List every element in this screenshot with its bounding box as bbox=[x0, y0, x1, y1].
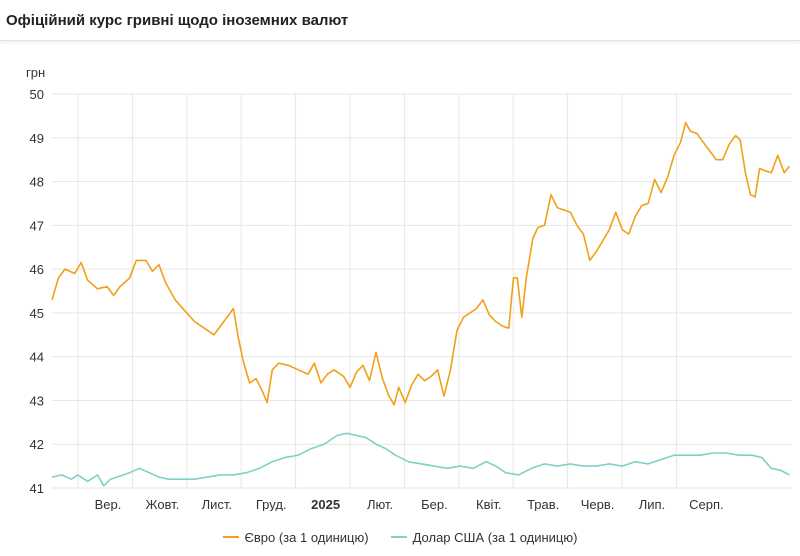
legend-label-euro: Євро (за 1 одиницю) bbox=[244, 529, 369, 545]
y-tick-label: 43 bbox=[30, 393, 44, 408]
y-tick-label: 44 bbox=[30, 350, 44, 365]
y-tick-label: 47 bbox=[30, 218, 44, 233]
x-tick-label: Лип. bbox=[639, 497, 665, 511]
legend-item-usd[interactable]: Долар США (за 1 одиницю) bbox=[390, 529, 578, 545]
y-tick-label: 46 bbox=[30, 262, 44, 277]
x-tick-label: Квіт. bbox=[476, 497, 502, 511]
x-tick-label: Лют. bbox=[367, 497, 393, 511]
x-tick-label: Трав. bbox=[527, 497, 559, 511]
chart-area: 41 42 43 44 45 46 47 48 49 50 Вер. Жовт. Лист. Груд. 2… bbox=[0, 41, 800, 512]
x-tick-label: 2025 bbox=[311, 497, 340, 511]
chart-header: Офіційний курс гривні щодо іноземних вал… bbox=[0, 0, 800, 41]
x-tick-label: Черв. bbox=[581, 497, 615, 511]
legend-label-usd: Долар США (за 1 одиницю) bbox=[412, 529, 578, 545]
series-line-usd bbox=[51, 432, 790, 487]
x-tick-label: Бер. bbox=[421, 497, 448, 511]
line-chart: 41 42 43 44 45 46 47 48 49 50 Вер. Жовт. Лист. Груд. 2… bbox=[26, 65, 792, 512]
x-tick-label: Лист. bbox=[202, 497, 232, 511]
legend-swatch-usd bbox=[390, 536, 407, 538]
legend-item-euro[interactable]: Євро (за 1 одиницю) bbox=[222, 529, 369, 545]
y-axis-unit: грн bbox=[26, 65, 45, 80]
y-tick-label: 49 bbox=[30, 131, 44, 146]
chart-legend: Євро (за 1 одиницю) Долар США (за 1 один… bbox=[0, 522, 800, 552]
x-tick-label: Вер. bbox=[95, 497, 122, 511]
legend-swatch-euro bbox=[222, 536, 239, 538]
series-line-euro bbox=[51, 121, 791, 406]
x-tick-label: Серп. bbox=[689, 497, 724, 511]
y-tick-label: 48 bbox=[30, 175, 44, 190]
y-tick-label: 45 bbox=[30, 306, 44, 321]
x-tick-label: Груд. bbox=[256, 497, 287, 511]
y-tick-label: 42 bbox=[30, 437, 44, 452]
y-tick-label: 50 bbox=[30, 87, 44, 102]
y-tick-label: 41 bbox=[30, 481, 44, 496]
x-tick-label: Жовт. bbox=[145, 497, 179, 511]
page-title: Офіційний курс гривні щодо іноземних вал… bbox=[6, 11, 349, 29]
